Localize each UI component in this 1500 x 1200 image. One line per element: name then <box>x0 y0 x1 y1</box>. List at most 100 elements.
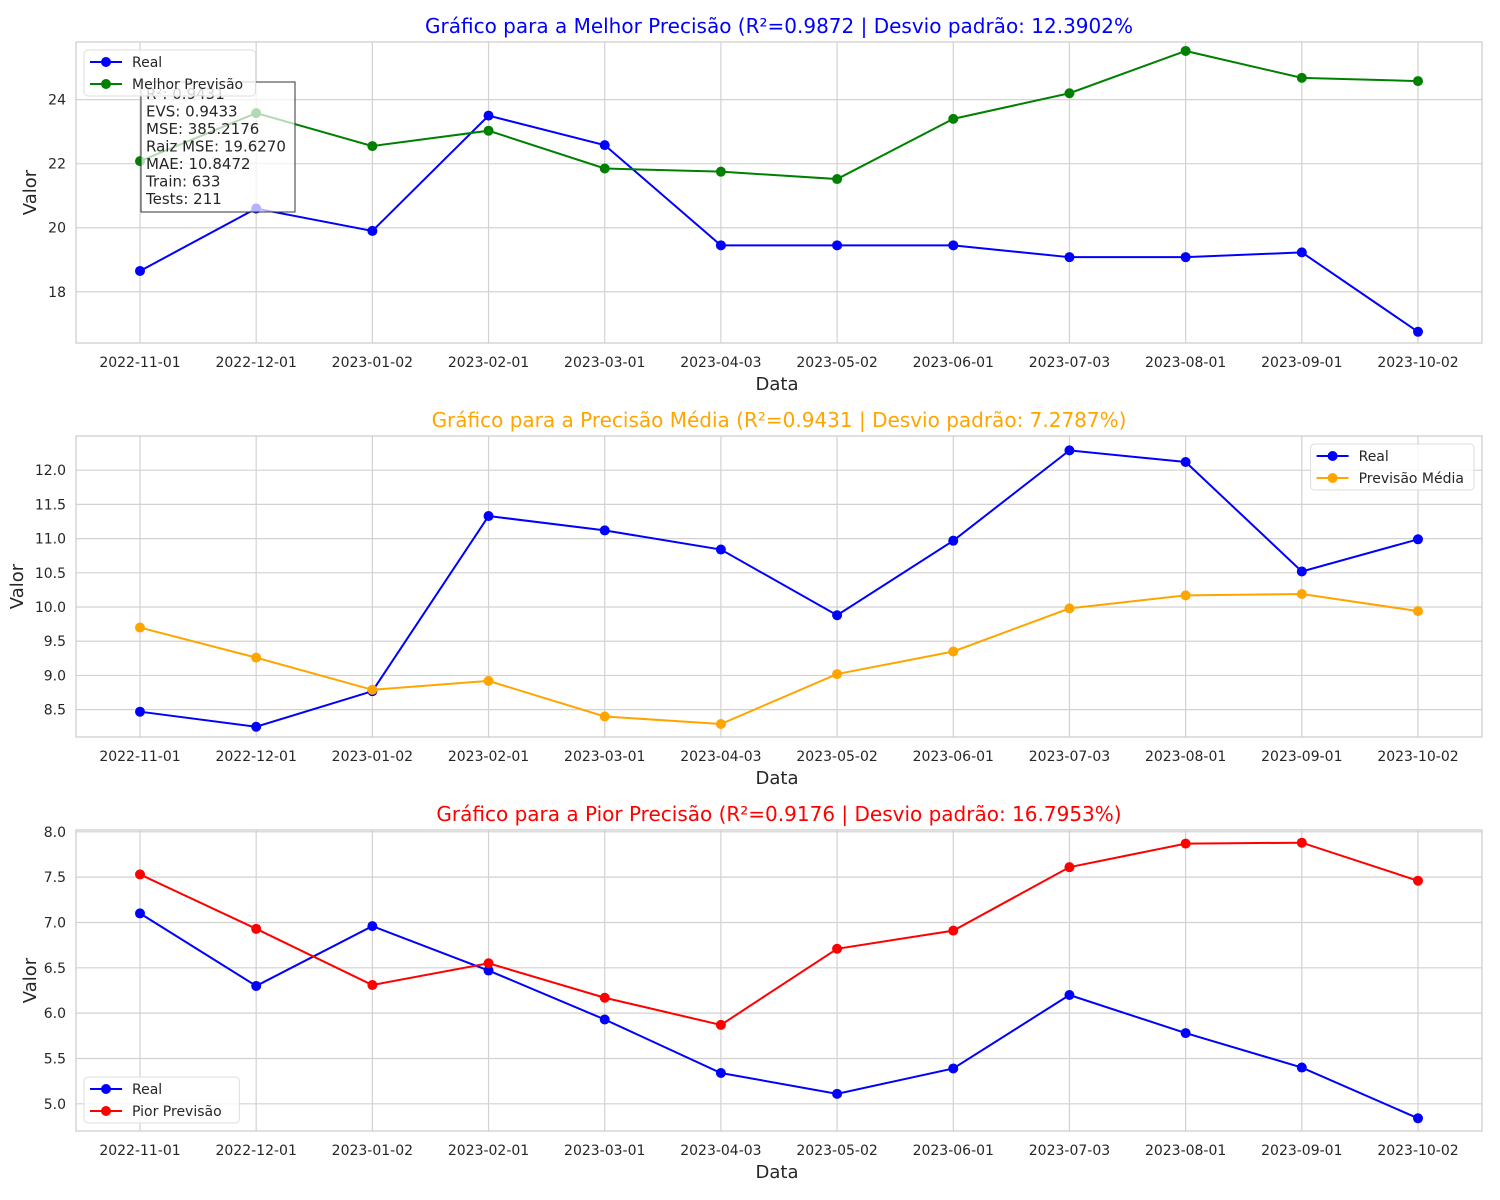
data-point <box>483 125 494 136</box>
data-point <box>1296 837 1307 848</box>
x-axis-label: Data <box>756 768 799 789</box>
data-point <box>832 669 843 680</box>
chart-3: 2022-11-01 2022-12-01 2023-01-02 2023-02-01… <box>20 802 1483 1183</box>
series-line <box>139 449 1419 728</box>
data-point <box>1064 862 1075 873</box>
legend-label: Real <box>132 1082 162 1098</box>
y-tick-label: 10.0 <box>35 600 66 616</box>
data-point <box>367 980 378 991</box>
legend: Real Melhor Previsão <box>83 49 256 97</box>
stats-line: MSE: 385.2176 <box>146 120 259 138</box>
x-tick-label: 2023-03-01 <box>564 749 645 765</box>
x-tick-label: 2023-01-02 <box>332 1143 413 1159</box>
legend-box <box>83 49 256 97</box>
data-point <box>1180 838 1191 849</box>
legend: Real Pior Previsão <box>83 1076 240 1124</box>
data-point <box>599 711 610 722</box>
data-point <box>1413 1113 1423 1124</box>
x-tick-label: 2022-11-01 <box>99 1143 180 1159</box>
data-point <box>948 925 959 936</box>
data-point <box>135 706 145 717</box>
stats-line: Train: 633 <box>145 173 220 191</box>
legend-marker <box>1327 473 1338 483</box>
data-point <box>599 163 610 174</box>
x-tick-label: 2023-04-03 <box>680 1143 761 1159</box>
x-tick-label: 2023-10-02 <box>1377 1143 1458 1159</box>
data-point <box>1413 534 1423 545</box>
y-tick-label: 7.5 <box>44 870 66 886</box>
chart-1: 2022-11-01 2022-12-01 2023-01-02 2023-02-01… <box>20 14 1483 395</box>
x-tick-label: 2022-12-01 <box>215 355 296 371</box>
y-tick-label: 24 <box>48 93 66 109</box>
data-point <box>1180 45 1191 56</box>
data-point <box>1064 88 1075 99</box>
series-line <box>139 912 1419 1120</box>
x-tick-label: 2022-12-01 <box>215 749 296 765</box>
data-point <box>948 535 959 546</box>
y-tick-label: 5.5 <box>44 1051 66 1067</box>
data-point <box>1296 566 1307 577</box>
legend-marker <box>101 57 111 67</box>
data-point <box>832 240 843 251</box>
x-tick-label: 2023-01-02 <box>332 355 413 371</box>
data-point <box>1064 990 1075 1001</box>
plot-frame <box>75 41 1483 344</box>
x-tick-label: 2023-06-01 <box>913 1143 994 1159</box>
legend-label: Real <box>132 55 162 71</box>
data-point <box>367 684 378 695</box>
legend-marker <box>1327 451 1338 461</box>
x-tick-label: 2023-06-01 <box>913 749 994 765</box>
data-point <box>948 1063 959 1074</box>
data-point <box>1296 247 1307 258</box>
x-tick-label: 2023-10-02 <box>1377 355 1458 371</box>
x-axis-label: Data <box>756 374 799 395</box>
data-point <box>832 174 843 185</box>
data-point <box>715 1067 726 1078</box>
y-tick-label: 6.0 <box>44 1006 66 1022</box>
legend-marker <box>101 79 111 89</box>
data-point <box>483 675 494 686</box>
legend-label: Real <box>1359 449 1389 465</box>
y-tick-label: 6.5 <box>44 961 66 977</box>
y-tick-label: 10.5 <box>35 566 66 582</box>
data-point <box>715 719 726 730</box>
x-tick-label: 2023-08-01 <box>1145 1143 1226 1159</box>
data-point <box>715 240 726 251</box>
legend-label: Previsão Média <box>1359 471 1464 487</box>
legend-label: Pior Previsão <box>132 1104 222 1120</box>
y-tick-label: 8.0 <box>44 825 66 841</box>
data-point <box>135 622 145 633</box>
data-point <box>483 965 494 976</box>
y-tick-label: 20 <box>48 221 66 237</box>
y-tick-label: 12.0 <box>35 463 66 479</box>
y-tick-label: 22 <box>48 157 66 173</box>
data-point <box>1180 1028 1191 1039</box>
x-tick-label: 2023-09-01 <box>1261 1143 1342 1159</box>
y-tick-label: 5.0 <box>44 1097 66 1113</box>
data-point <box>135 265 145 276</box>
series-line <box>139 114 1419 333</box>
y-tick-label: 11.5 <box>35 497 66 513</box>
data-point <box>483 958 494 969</box>
data-point <box>251 652 262 663</box>
x-tick-label: 2023-07-03 <box>1029 355 1110 371</box>
data-point <box>483 511 494 522</box>
x-tick-label: 2022-12-01 <box>215 1143 296 1159</box>
x-tick-label: 2023-03-01 <box>564 1143 645 1159</box>
x-tick-label: 2023-10-02 <box>1377 749 1458 765</box>
data-point <box>1413 606 1423 617</box>
x-tick-label: 2023-02-01 <box>448 749 529 765</box>
data-point <box>1064 603 1075 614</box>
y-tick-label: 11.0 <box>35 532 66 548</box>
x-tick-label: 2023-07-03 <box>1029 1143 1110 1159</box>
data-point <box>599 1014 610 1025</box>
data-point <box>1413 76 1423 87</box>
data-point <box>1180 456 1191 467</box>
data-point <box>367 921 378 932</box>
data-point <box>832 610 843 621</box>
x-tick-label: 2023-07-03 <box>1029 749 1110 765</box>
data-point <box>715 1019 726 1030</box>
data-point <box>135 869 145 880</box>
y-tick-label: 9.0 <box>44 668 66 684</box>
